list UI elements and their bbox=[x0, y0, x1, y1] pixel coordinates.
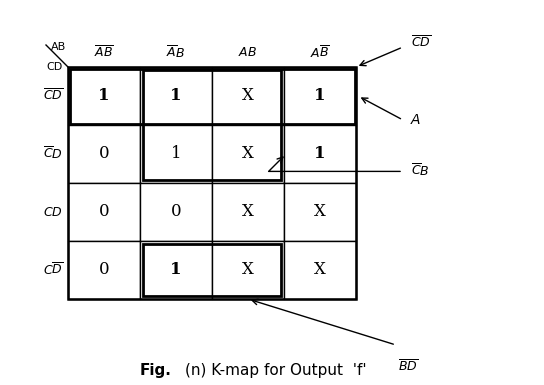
Bar bbox=[68, 125, 140, 183]
Bar bbox=[212, 241, 284, 299]
Text: AB: AB bbox=[51, 42, 66, 52]
Text: $\overline{C}D$: $\overline{C}D$ bbox=[43, 146, 63, 162]
Text: (n) K-map for Output  'f': (n) K-map for Output 'f' bbox=[185, 363, 367, 378]
Text: 1: 1 bbox=[170, 87, 182, 104]
Bar bbox=[284, 67, 356, 125]
Text: 1: 1 bbox=[171, 146, 181, 162]
Bar bbox=[284, 183, 356, 241]
Bar bbox=[140, 125, 212, 183]
Text: $\overline{C}\overline{D}$: $\overline{C}\overline{D}$ bbox=[411, 35, 431, 51]
Text: Fig.: Fig. bbox=[140, 363, 172, 378]
Bar bbox=[140, 183, 212, 241]
Bar bbox=[284, 125, 356, 183]
Text: 1: 1 bbox=[314, 87, 326, 104]
Text: 0: 0 bbox=[98, 261, 109, 278]
Bar bbox=[70, 69, 355, 124]
Bar bbox=[140, 67, 212, 125]
Bar bbox=[68, 183, 140, 241]
Text: X: X bbox=[242, 87, 254, 104]
Text: 1: 1 bbox=[98, 87, 110, 104]
Text: $AB$: $AB$ bbox=[238, 47, 257, 60]
Text: X: X bbox=[314, 261, 326, 278]
Text: X: X bbox=[242, 204, 254, 221]
Bar bbox=[68, 67, 356, 299]
Text: $\overline{A}B$: $\overline{A}B$ bbox=[166, 45, 186, 61]
Bar bbox=[143, 244, 281, 296]
Text: 0: 0 bbox=[171, 204, 181, 221]
Text: X: X bbox=[242, 146, 254, 162]
Bar bbox=[212, 125, 284, 183]
Text: 0: 0 bbox=[98, 204, 109, 221]
Text: $A\overline{B}$: $A\overline{B}$ bbox=[310, 45, 330, 61]
Text: $\overline{B}\overline{D}$: $\overline{B}\overline{D}$ bbox=[398, 359, 418, 375]
Text: 1: 1 bbox=[314, 146, 326, 162]
Text: $\overline{C}B$: $\overline{C}B$ bbox=[411, 163, 430, 179]
Text: X: X bbox=[314, 204, 326, 221]
Text: X: X bbox=[242, 261, 254, 278]
Bar bbox=[68, 241, 140, 299]
Bar bbox=[212, 183, 284, 241]
Text: $\overline{C}\overline{D}$: $\overline{C}\overline{D}$ bbox=[42, 88, 63, 104]
Text: 0: 0 bbox=[98, 146, 109, 162]
Text: 1: 1 bbox=[170, 261, 182, 278]
Text: $C\overline{D}$: $C\overline{D}$ bbox=[42, 262, 63, 278]
Text: CD: CD bbox=[46, 62, 62, 72]
Bar bbox=[212, 67, 284, 125]
Bar bbox=[68, 67, 140, 125]
Bar bbox=[140, 241, 212, 299]
Text: A: A bbox=[411, 113, 421, 127]
Text: $\overline{A}\overline{B}$: $\overline{A}\overline{B}$ bbox=[94, 45, 114, 61]
Bar bbox=[284, 241, 356, 299]
Bar bbox=[143, 70, 281, 180]
Text: $CD$: $CD$ bbox=[43, 206, 63, 219]
